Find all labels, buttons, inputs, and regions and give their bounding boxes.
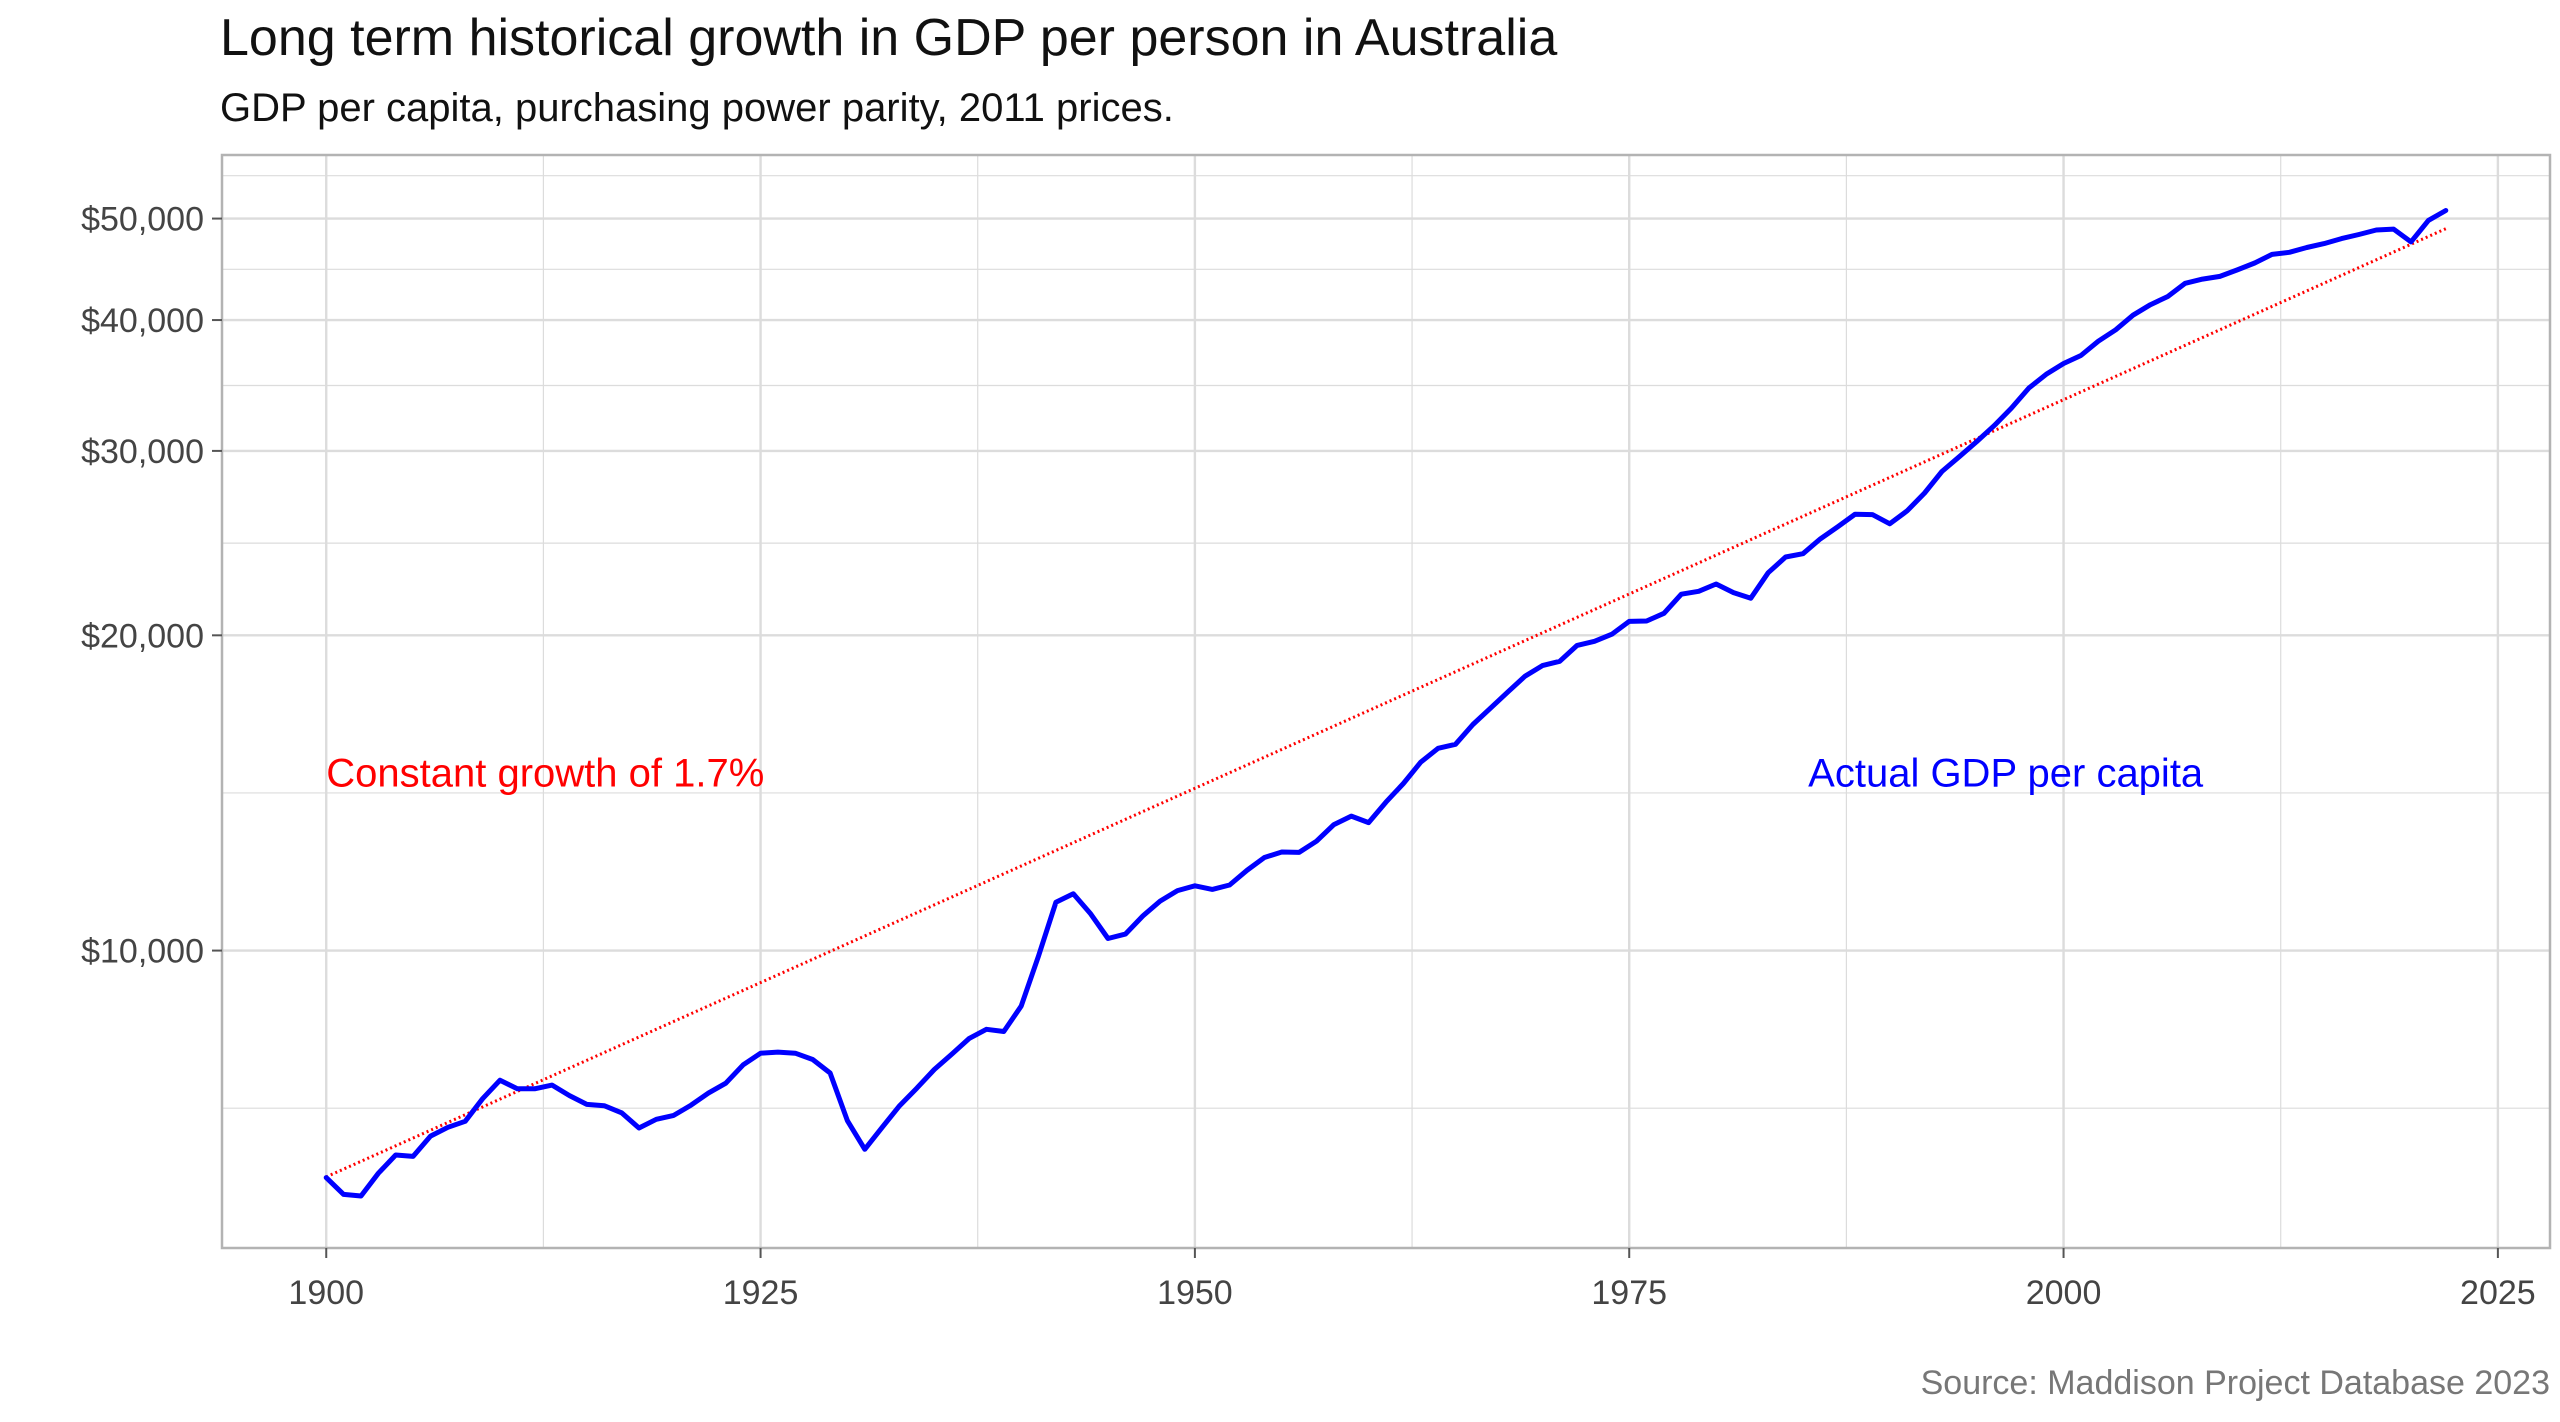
trend-annotation: Constant growth of 1.7% [326,751,764,795]
y-tick-label: $20,000 [81,617,204,655]
x-tick-label: 1950 [1157,1274,1233,1312]
x-tick-label: 1975 [1591,1274,1667,1312]
actual-annotation: Actual GDP per capita [1808,751,2204,795]
x-tick-label: 2025 [2460,1274,2536,1312]
x-tick-label: 1900 [288,1274,364,1312]
trend-line [325,227,2447,1179]
source-caption: Source: Maddison Project Database 2023 [1920,1364,2550,1402]
y-tick-label: $50,000 [81,201,204,239]
series-layer [323,208,2449,1199]
chart-subtitle: GDP per capita, purchasing power parity,… [220,86,1174,130]
minor-gridlines [222,155,2550,1248]
x-tick-label: 1925 [723,1274,799,1312]
y-tick-label: $40,000 [81,302,204,340]
x-tick-label: 2000 [2026,1274,2102,1312]
y-tick-label: $10,000 [81,933,204,971]
actual-gdp-line [323,208,2449,1199]
x-axis: 1900 1925 1950 1975 2000 2025 [288,1248,2536,1312]
plot-panel-border [220,153,2552,1250]
chart-title: Long term historical growth in GDP per p… [220,9,1558,67]
annotation-layer: Constant growth of 1.7% Actual GDP per ca… [326,751,2204,795]
y-axis: $10,000 $20,000 $30,000 $40,000 $50,000 [81,201,222,971]
y-tick-label: $30,000 [81,433,204,471]
major-gridlines [222,155,2550,1248]
